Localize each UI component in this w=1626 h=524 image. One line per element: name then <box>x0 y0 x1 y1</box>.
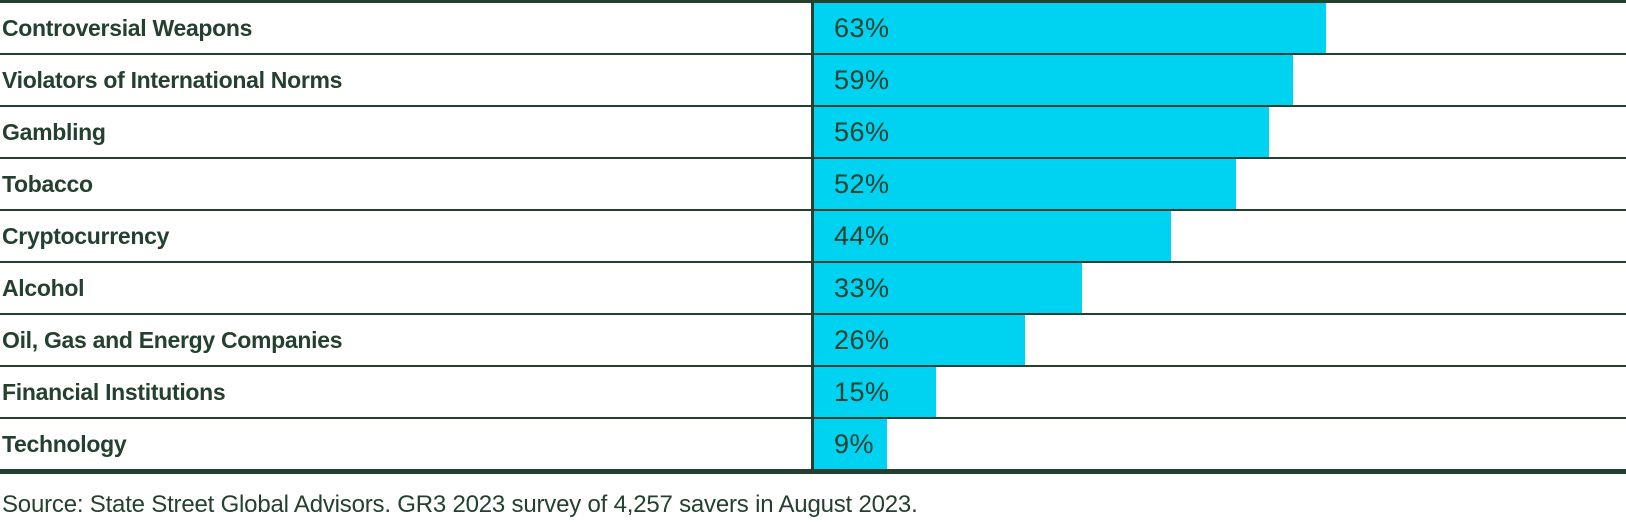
bar-cell: 15% <box>811 367 1626 417</box>
bar-value-label: 59% <box>834 64 890 95</box>
bar: 26% <box>814 315 1026 365</box>
bar-cell: 9% <box>811 419 1626 469</box>
category-label: Technology <box>2 430 127 457</box>
chart-row: Gambling 56% <box>0 107 1626 159</box>
bar-value-label: 33% <box>834 272 890 303</box>
category-label: Tobacco <box>2 170 93 197</box>
category-label: Financial Institutions <box>2 378 226 405</box>
bar: 63% <box>814 3 1326 53</box>
chart-row: Tobacco 52% <box>0 159 1626 211</box>
chart-row: Controversial Weapons 63% <box>0 3 1626 55</box>
bar: 59% <box>814 55 1294 105</box>
bar-value-label: 26% <box>834 324 890 355</box>
bar: 44% <box>814 211 1172 261</box>
bar-value-label: 9% <box>834 428 875 459</box>
bar-cell: 26% <box>811 315 1626 365</box>
category-label: Oil, Gas and Energy Companies <box>2 326 343 353</box>
chart-row: Violators of International Norms 59% <box>0 55 1626 107</box>
bar-value-label: 56% <box>834 116 890 147</box>
category-label: Alcohol <box>2 274 85 301</box>
bar-cell: 63% <box>811 3 1626 53</box>
bar-cell: 56% <box>811 107 1626 157</box>
category-label: Violators of International Norms <box>2 66 343 93</box>
bar-cell: 44% <box>811 211 1626 261</box>
chart-row: Technology 9% <box>0 419 1626 474</box>
bar-cell: 52% <box>811 159 1626 209</box>
bar: 52% <box>814 159 1237 209</box>
bar-value-label: 15% <box>834 376 890 407</box>
bar: 9% <box>814 419 888 469</box>
bar-value-label: 44% <box>834 220 890 251</box>
bar: 56% <box>814 107 1269 157</box>
bar-cell: 33% <box>811 263 1626 313</box>
chart-row: Cryptocurrency 44% <box>0 211 1626 263</box>
chart-rows: Controversial Weapons 63% Violators of I… <box>0 0 1626 474</box>
bar: 15% <box>814 367 936 417</box>
chart-row: Oil, Gas and Energy Companies 26% <box>0 315 1626 367</box>
category-label: Controversial Weapons <box>2 14 253 41</box>
bar-value-label: 52% <box>834 168 890 199</box>
bar-value-label: 63% <box>834 12 890 43</box>
chart-row: Alcohol 33% <box>0 263 1626 315</box>
category-label: Gambling <box>2 118 106 145</box>
bar: 33% <box>814 263 1082 313</box>
category-label: Cryptocurrency <box>2 222 170 249</box>
source-note: Source: State Street Global Advisors. GR… <box>2 491 918 518</box>
chart-row: Financial Institutions 15% <box>0 367 1626 419</box>
bar-cell: 59% <box>811 55 1626 105</box>
